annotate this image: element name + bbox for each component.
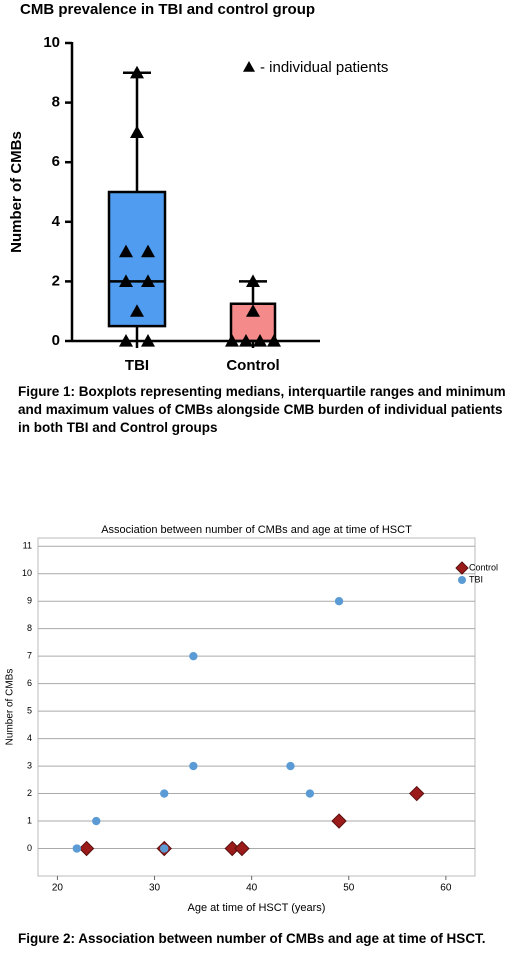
y-tick-label: 6 [27, 678, 32, 688]
point [189, 651, 198, 661]
point [160, 844, 169, 853]
point [189, 761, 198, 771]
patient-point [239, 334, 253, 347]
y-tick-label: 4 [52, 213, 61, 230]
patient-point [225, 334, 239, 347]
y-tick-label: 2 [27, 788, 32, 798]
patient-point [141, 274, 155, 287]
y-tick-label: 0 [52, 332, 60, 349]
x-tick-label: 50 [343, 883, 355, 894]
patient-point [246, 304, 260, 317]
y-tick-label: 6 [52, 153, 60, 170]
patient-point [130, 304, 144, 317]
y-tick-label: 1 [27, 815, 32, 825]
x-tick-label: TBI [125, 357, 149, 374]
point [234, 840, 250, 857]
legend-label: Control [469, 562, 498, 572]
chart-title: CMB prevalence in TBI and control group [20, 1, 315, 18]
patient-point [130, 65, 144, 79]
y-tick-label: 10 [22, 568, 32, 578]
legend-label: - individual patients [260, 59, 388, 76]
x-tick-label: Control [226, 357, 279, 374]
y-tick-label: 7 [27, 651, 32, 661]
y-tick-label: 2 [52, 272, 60, 289]
point [92, 816, 101, 826]
x-tick-label: 20 [52, 883, 64, 894]
point [160, 789, 169, 798]
point [331, 813, 347, 829]
patient-point [267, 334, 281, 347]
patient-point [119, 334, 133, 347]
x-tick-label: 40 [246, 883, 258, 894]
y-tick-label: 11 [23, 541, 32, 551]
patient-point [119, 244, 133, 258]
point [72, 844, 82, 853]
plot-frame [37, 537, 476, 877]
legend-label: TBI [469, 574, 483, 584]
y-axis-label: Number of CMBs [8, 131, 25, 253]
patient-point [246, 274, 260, 287]
caption: Figure 2: Association between number of … [18, 931, 486, 946]
box [107, 190, 167, 328]
x-tick-label: 30 [149, 883, 161, 894]
y-tick-label: 5 [27, 705, 32, 715]
patient-point [130, 125, 144, 138]
x-tick-label: 60 [440, 883, 452, 894]
legend-marker [458, 576, 466, 584]
y-tick-label: 8 [27, 623, 32, 633]
y-tick-label: 8 [52, 94, 60, 111]
y-axis-label: Number of CMBs [5, 669, 16, 746]
point [78, 840, 95, 857]
y-tick-label: 10 [43, 34, 60, 51]
patient-point [141, 334, 155, 347]
y-tick-label: 9 [27, 596, 32, 606]
chart-title: Association between number of CMBs and a… [101, 524, 412, 536]
x-axis-label: Age at time of HSCT (years) [188, 902, 326, 914]
point [305, 789, 315, 798]
point [409, 785, 425, 802]
point [334, 597, 344, 606]
point [286, 761, 295, 771]
patient-point [141, 244, 155, 258]
y-tick-label: 4 [27, 733, 32, 743]
legend-marker [243, 61, 255, 72]
y-tick-label: 3 [27, 760, 32, 770]
y-tick-label: 0 [27, 843, 32, 853]
patient-point [253, 334, 267, 347]
legend-marker [455, 561, 469, 575]
caption: Figure 1: Boxplots representing medians,… [18, 384, 506, 435]
patient-point [119, 274, 133, 287]
